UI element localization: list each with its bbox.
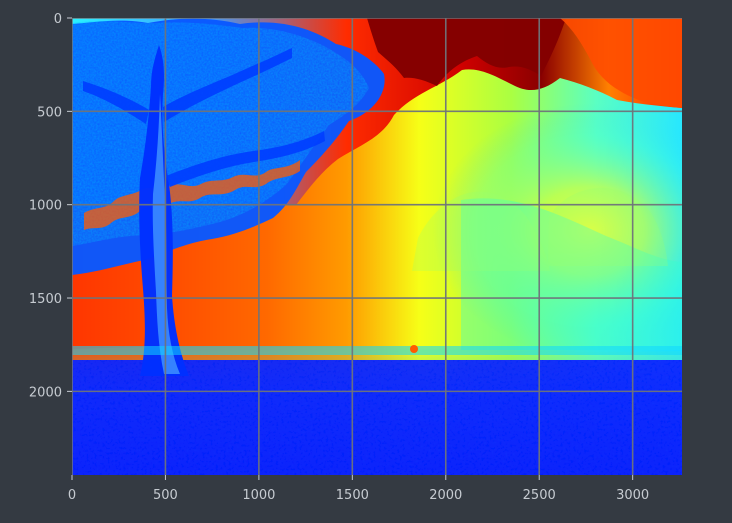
- heatmap-branch-mid: [166, 131, 325, 187]
- heatmap-orange-spot: [410, 345, 418, 353]
- heatmap-branch-left: [83, 81, 149, 124]
- heatmap-tree-canopy-red-speckles: [84, 160, 300, 230]
- y-tick-label-3: 1500: [29, 292, 62, 307]
- x-tick-label-6: 3000: [616, 488, 649, 503]
- x-tick-label-3: 1500: [336, 488, 369, 503]
- heatmap-branch-right: [163, 48, 292, 122]
- x-tick-label-1: 500: [153, 488, 178, 503]
- heatmap-light-stripe: [72, 346, 682, 355]
- plot-area: [72, 18, 682, 475]
- heatmap-yellow-field: [354, 84, 682, 351]
- x-tick-label-0: 0: [68, 488, 76, 503]
- x-tick-label-5: 2500: [523, 488, 556, 503]
- heatmap-tree-trunk-highlight: [152, 94, 180, 374]
- heatmap-dark-red-zone: [367, 18, 566, 86]
- y-tick-label-0: 0: [54, 12, 62, 27]
- heatmap-distant-tree-shapes: [412, 187, 668, 271]
- y-tick-label-2: 1000: [29, 199, 62, 214]
- x-axis: 0 500 1000 1500 2000 2500 3000: [68, 475, 649, 503]
- grid: [72, 18, 682, 475]
- heatmap-grass-texture: [72, 360, 682, 475]
- heatmap-orange-ridge: [560, 18, 682, 108]
- y-tick-label-1: 500: [37, 105, 62, 120]
- y-axis: 0 500 1000 1500 2000: [29, 12, 72, 400]
- x-tick-label-2: 1000: [242, 488, 275, 503]
- y-tick-label-4: 2000: [29, 385, 62, 400]
- heatmap-cyan-field: [461, 198, 682, 350]
- x-tick-label-4: 2000: [429, 488, 462, 503]
